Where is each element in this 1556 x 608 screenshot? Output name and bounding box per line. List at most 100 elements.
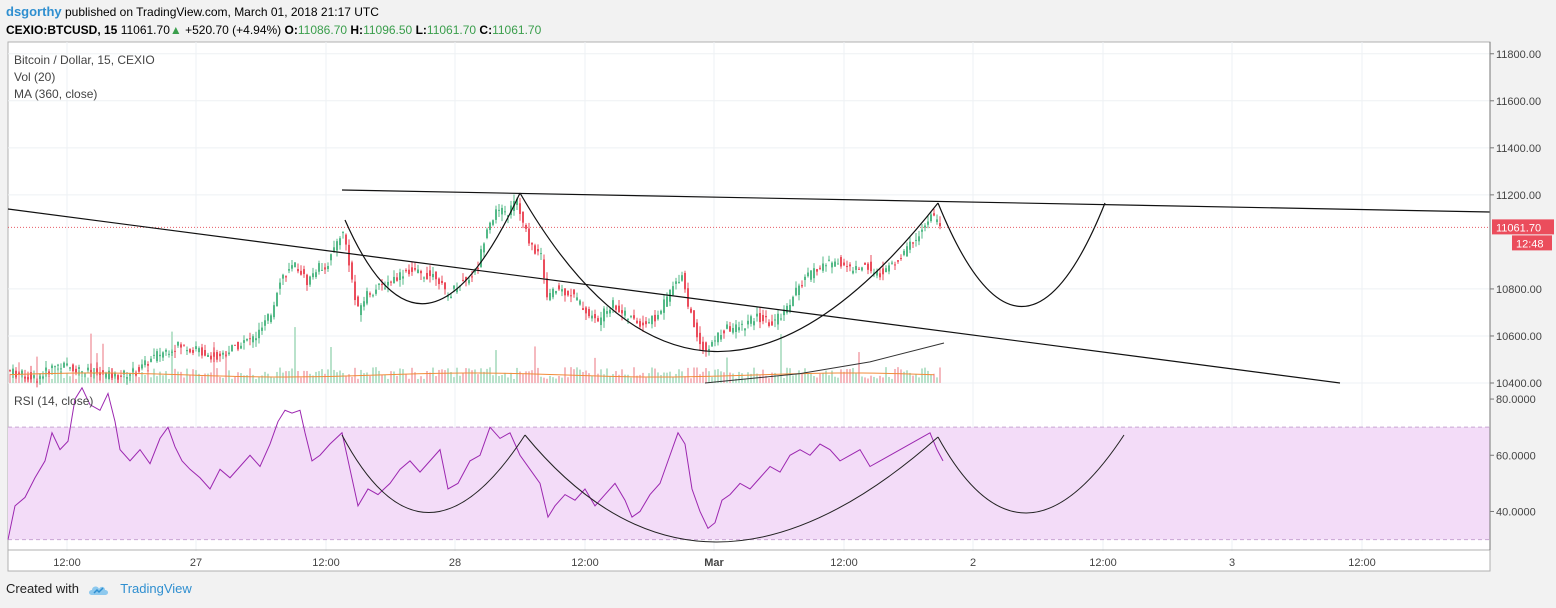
candle-body <box>840 257 842 267</box>
volume-bar <box>141 371 143 383</box>
ma-360-line <box>704 342 945 384</box>
volume-bar <box>162 375 164 383</box>
volume-bar <box>156 376 158 383</box>
volume-bar <box>807 373 809 383</box>
author-link[interactable]: dsgorthy <box>6 4 62 19</box>
candle-body <box>657 314 659 320</box>
indicator-legend: Vol (20) <box>14 70 55 84</box>
candle-body <box>345 234 347 245</box>
volume-bar <box>399 368 401 383</box>
candle-body <box>144 360 146 366</box>
volume-bar <box>66 373 68 383</box>
volume-bar <box>573 369 575 383</box>
candle-body <box>666 296 668 307</box>
volume-bar <box>423 378 425 383</box>
volume-bar <box>222 377 224 383</box>
candle-body <box>792 296 794 306</box>
candle-body <box>612 300 614 308</box>
candle-body <box>72 364 74 372</box>
volume-bar <box>21 372 23 383</box>
volume-bar <box>516 367 518 383</box>
candle-body <box>564 288 566 296</box>
candle-body <box>927 221 929 225</box>
candle-body <box>633 315 635 319</box>
volume-bar <box>894 368 896 383</box>
candle-body <box>915 239 917 241</box>
volume-bar <box>342 372 344 383</box>
candle-body <box>765 315 767 318</box>
volume-bar <box>12 375 14 383</box>
candle-body <box>417 269 419 274</box>
volume-bar <box>435 376 437 383</box>
volume-bar <box>444 370 446 383</box>
candle-body <box>801 285 803 287</box>
volume-bar <box>360 369 362 383</box>
candle-body <box>249 338 251 340</box>
volume-bar <box>816 377 818 383</box>
candle-body <box>597 318 599 322</box>
volume-bar <box>594 357 596 383</box>
candle-body <box>114 372 116 377</box>
volume-bar <box>774 372 776 383</box>
volume-bar <box>834 376 836 383</box>
volume-bar <box>615 371 617 383</box>
candle-body <box>369 293 371 295</box>
open-value: 11086.70 <box>297 23 348 37</box>
candle-body <box>75 368 77 373</box>
candle-body <box>480 249 482 267</box>
volume-bar <box>741 373 743 383</box>
volume-bar <box>462 373 464 383</box>
rsi-arc-1 <box>341 434 526 513</box>
candle-body <box>333 247 335 252</box>
volume-bar <box>630 377 632 383</box>
volume-bar <box>483 371 485 383</box>
candle-body <box>846 266 848 268</box>
volume-bar <box>501 375 503 383</box>
candle-body <box>780 318 782 320</box>
volume-bar <box>705 368 707 383</box>
candle-body <box>396 277 398 281</box>
candle-body <box>297 269 299 272</box>
volume-bar <box>642 372 644 383</box>
candle-body <box>762 314 764 322</box>
volume-bar <box>882 377 884 383</box>
volume-bar <box>213 342 215 383</box>
volume-bar <box>876 378 878 383</box>
volume-bar <box>522 374 524 383</box>
up-arrow-icon: ▲ <box>169 23 182 37</box>
candle-body <box>87 367 89 371</box>
candle-body <box>600 317 602 326</box>
candle-body <box>288 269 290 271</box>
candle-body <box>141 364 143 369</box>
volume-bar <box>519 371 521 383</box>
candle-body <box>57 364 59 366</box>
volume-bar <box>531 370 533 383</box>
candle-body <box>735 324 737 332</box>
volume-bar <box>540 376 542 383</box>
candle-body <box>180 344 182 348</box>
candle-body <box>186 350 188 352</box>
volume-bar <box>75 378 77 383</box>
price-tick-label: 10800.00 <box>1496 284 1542 296</box>
tradingview-brand-link[interactable]: TradingView <box>120 581 192 596</box>
candle-body <box>711 342 713 347</box>
volume-bar <box>924 367 926 383</box>
volume-bar <box>900 369 902 383</box>
candle-body <box>51 365 53 369</box>
candle-body <box>429 270 431 277</box>
candle-body <box>858 268 860 270</box>
low-label: L: <box>415 23 427 37</box>
x-tick-label: 12:00 <box>53 557 81 569</box>
volume-bar <box>294 327 296 383</box>
volume-bar <box>555 378 557 383</box>
volume-bar <box>54 373 56 383</box>
candle-body <box>717 332 719 343</box>
candle-body <box>507 215 509 217</box>
volume-bar <box>447 368 449 383</box>
x-tick-label: 12:00 <box>312 557 340 569</box>
candle-body <box>33 375 35 378</box>
volume-bar <box>417 378 419 383</box>
candle-body <box>570 295 572 297</box>
candle-body <box>339 238 341 246</box>
